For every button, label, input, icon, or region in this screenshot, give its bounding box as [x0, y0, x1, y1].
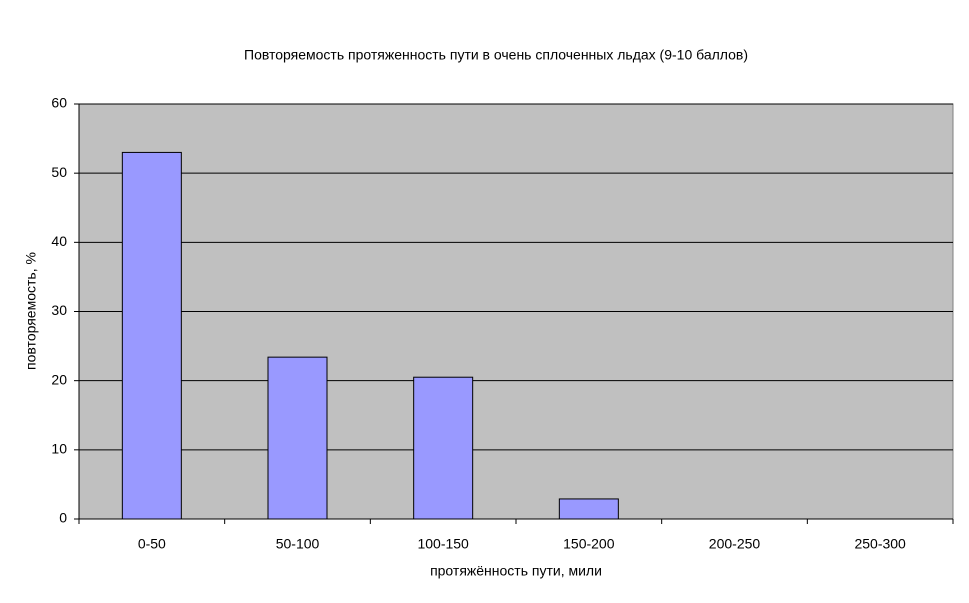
y-tick-label: 50: [51, 164, 67, 180]
x-axis-label: протяжённость пути, мили: [430, 563, 602, 579]
y-tick-label: 60: [51, 95, 67, 111]
x-tick-label: 250-300: [854, 536, 906, 552]
x-tick-label: 0-50: [138, 536, 166, 552]
x-tick-label: 50-100: [276, 536, 320, 552]
bar: [267, 356, 328, 520]
y-axis-label: повторяемость, %: [23, 252, 39, 370]
bar: [413, 376, 474, 520]
y-tick-label: 10: [51, 441, 67, 457]
x-tick-label: 150-200: [563, 536, 615, 552]
y-tick-label: 40: [51, 233, 67, 249]
bar: [121, 151, 182, 520]
y-tick-label: 30: [51, 302, 67, 318]
y-tick-label: 0: [59, 510, 67, 526]
chart-title: Повторяемость протяженность пути в очень…: [244, 47, 748, 63]
x-tick-label: 200-250: [709, 536, 761, 552]
bar: [558, 498, 619, 520]
y-tick-label: 20: [51, 371, 67, 387]
x-tick-label: 100-150: [417, 536, 469, 552]
